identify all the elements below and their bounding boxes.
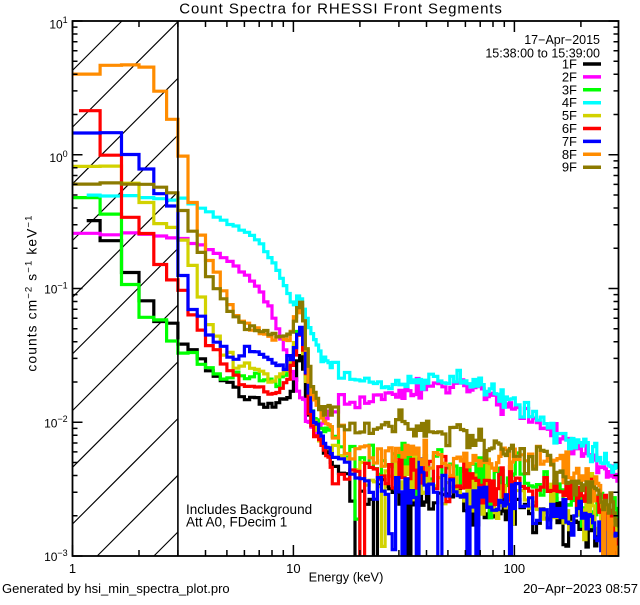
svg-text:Att A0, FDecim 1: Att A0, FDecim 1 xyxy=(186,515,287,530)
svg-text:Energy (keV): Energy (keV) xyxy=(309,570,384,585)
svg-text:5F: 5F xyxy=(562,108,577,123)
svg-text:100: 100 xyxy=(503,561,525,576)
svg-text:10: 10 xyxy=(286,561,300,576)
svg-text:8F: 8F xyxy=(562,147,577,162)
svg-text:9F: 9F xyxy=(562,160,577,175)
svg-text:Generated by hsi_min_spectra_p: Generated by hsi_min_spectra_plot.pro xyxy=(2,581,230,596)
svg-text:7F: 7F xyxy=(562,134,577,149)
svg-text:counts cm−2 s−1 keV−1: counts cm−2 s−1 keV−1 xyxy=(24,214,40,371)
svg-text:Includes Background: Includes Background xyxy=(186,502,312,517)
svg-text:Count Spectra for RHESSI Front: Count Spectra for RHESSI Front Segments xyxy=(179,1,503,18)
svg-text:3F: 3F xyxy=(562,82,577,97)
svg-text:6F: 6F xyxy=(562,121,577,136)
svg-text:17−Apr−2015: 17−Apr−2015 xyxy=(524,33,600,47)
svg-text:2F: 2F xyxy=(562,69,577,84)
svg-text:1F: 1F xyxy=(562,57,577,72)
svg-text:20−Apr−2023 08:57: 20−Apr−2023 08:57 xyxy=(523,581,638,596)
svg-text:1: 1 xyxy=(69,561,76,576)
svg-text:15:38:00 to 15:39:00: 15:38:00 to 15:39:00 xyxy=(485,47,600,61)
svg-text:4F: 4F xyxy=(562,95,577,110)
